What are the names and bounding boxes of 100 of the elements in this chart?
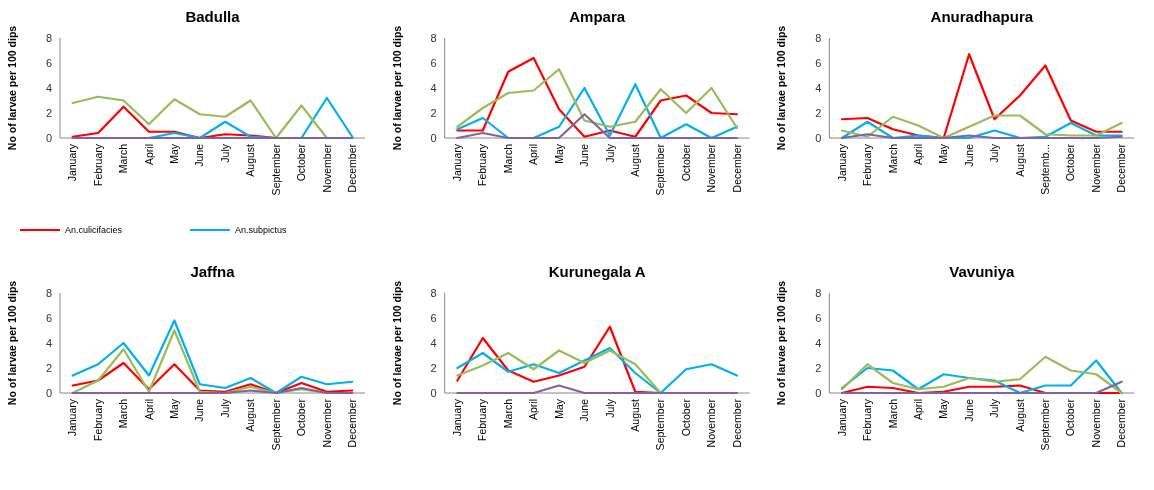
legend-label: An.subpictus [235,225,288,236]
x-tick-label: February [91,398,104,442]
chart-title: Kurunegala A [548,263,646,280]
x-tick-label: August [244,143,257,177]
x-tick-label: October [1064,398,1077,437]
x-tick-label: February [476,398,489,442]
y-axis-title: No of larvae per 100 dips [6,280,18,406]
x-tick-label: September [1039,398,1052,451]
y-tick-label: 4 [430,81,437,94]
y-tick-label: 0 [45,386,52,399]
x-tick-label: July [218,143,231,163]
y-tick-label: 6 [430,56,437,69]
chart-title: Vavuniya [949,263,1016,280]
x-tick-label: February [861,398,874,442]
chart-title: Anuradhapura [930,8,1034,25]
y-tick-label: 4 [815,81,822,94]
chart-title: Jaffna [190,263,236,280]
y-tick-label: 0 [45,131,52,144]
chart-title: Badulla [185,8,241,25]
x-tick-label: April [527,399,540,421]
y-tick-label: 6 [815,311,822,324]
legend-label: An.culicifacies [65,225,123,236]
x-tick-label: March [117,143,130,174]
x-tick-label: August [1013,398,1026,432]
y-tick-label: 0 [430,131,437,144]
y-tick-label: 2 [815,361,822,374]
x-tick-label: April [142,399,155,421]
x-tick-label: June [193,398,206,422]
x-tick-label: November [705,143,718,193]
x-tick-label: May [552,143,565,164]
y-tick-label: 2 [45,106,52,119]
x-tick-label: November [1089,143,1102,193]
x-tick-label: June [578,398,591,422]
line-series [456,68,739,130]
x-tick-label: March [886,143,899,174]
x-tick-label: September [269,398,282,451]
x-tick-label: December [730,143,743,193]
line-series [456,56,739,138]
x-tick-label: July [218,398,231,418]
y-tick-label: 0 [430,386,437,399]
y-tick-label: 4 [45,336,52,349]
y-tick-label: 2 [815,106,822,119]
x-tick-label: October [679,143,692,182]
x-tick-label: September [269,143,282,196]
y-tick-label: 2 [430,361,437,374]
x-tick-label: March [886,398,899,429]
y-tick-label: 8 [815,31,822,44]
x-tick-label: Septemb... [1039,144,1052,195]
x-tick-label: March [501,143,514,174]
x-tick-label: March [501,398,514,429]
line-series [840,53,1123,140]
y-tick-label: 8 [45,31,52,44]
x-tick-label: June [578,143,591,167]
x-tick-label: February [476,143,489,187]
y-tick-label: 2 [45,361,52,374]
x-tick-label: May [552,398,565,419]
y-tick-label: 6 [45,311,52,324]
x-tick-label: February [91,143,104,187]
x-tick-label: April [527,144,540,166]
y-tick-label: 6 [430,311,437,324]
x-tick-label: November [320,143,333,193]
line-series [840,114,1123,140]
x-tick-label: June [962,398,975,422]
x-tick-label: September [654,143,667,196]
y-tick-label: 4 [45,81,52,94]
y-tick-label: 8 [430,286,437,299]
x-tick-label: December [1115,398,1128,448]
x-tick-label: March [117,398,130,429]
x-tick-label: June [193,143,206,167]
x-tick-label: September [654,398,667,451]
x-tick-label: August [628,143,641,177]
y-tick-label: 8 [430,31,437,44]
y-tick-label: 6 [815,56,822,69]
y-tick-label: 6 [45,56,52,69]
line-series [456,83,739,140]
x-tick-label: October [1064,143,1077,182]
x-tick-label: April [911,144,924,166]
x-tick-label: May [937,143,950,164]
x-tick-label: December [345,398,358,448]
line-series [456,346,739,395]
x-tick-label: July [988,143,1001,163]
x-tick-label: January [66,398,79,437]
x-tick-label: April [142,144,155,166]
x-tick-label: October [679,398,692,437]
y-axis-title: No of larvae per 100 dips [6,25,18,151]
x-tick-label: July [603,398,616,418]
y-tick-label: 8 [45,286,52,299]
x-tick-label: February [861,143,874,187]
x-tick-label: December [345,143,358,193]
y-axis-title: No of larvae per 100 dips [390,25,403,151]
x-tick-label: October [295,398,308,437]
x-tick-label: January [451,143,464,182]
x-tick-label: May [937,398,950,419]
y-axis-title: No of larvae per 100 dips [390,280,403,406]
y-tick-label: 4 [430,336,437,349]
x-tick-label: January [451,398,464,437]
y-tick-label: 2 [430,106,437,119]
x-tick-label: April [911,399,924,421]
x-tick-label: November [705,398,718,448]
x-tick-label: January [66,143,79,182]
